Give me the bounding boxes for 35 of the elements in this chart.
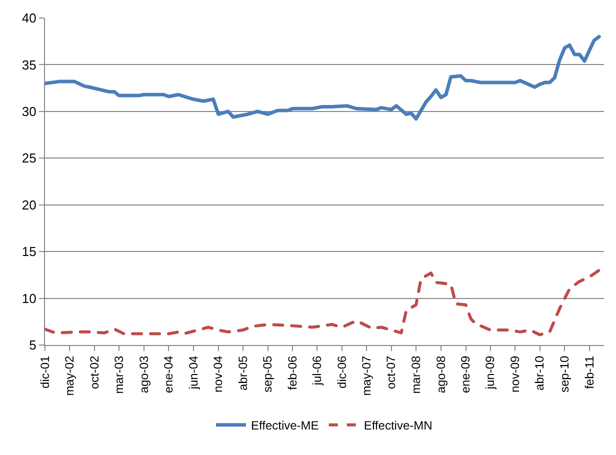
x-tick-label: oct-07 <box>384 355 398 390</box>
x-tick-label: sep-05 <box>260 355 275 393</box>
x-tick-label: sep-10 <box>558 355 572 393</box>
x-tick-label: nov-09 <box>508 355 522 393</box>
x-tick-label: nov-04 <box>211 355 226 393</box>
x-tick-label: mar-03 <box>112 355 126 394</box>
y-tick-label: 20 <box>22 197 36 212</box>
x-tick-label: abr-10 <box>532 355 547 390</box>
y-tick-label: 10 <box>22 290 36 306</box>
y-tick-label: 35 <box>22 57 36 72</box>
x-tick-label: may-07 <box>359 355 374 396</box>
y-tick-label: 25 <box>22 150 36 166</box>
x-tick-label: jul-06 <box>310 355 324 386</box>
x-tick-label: oct-02 <box>87 355 102 390</box>
legend-label: Effective-MN <box>364 418 432 433</box>
x-tick-label: ene-09 <box>458 355 473 394</box>
x-tick-label: dic-01 <box>38 355 52 388</box>
y-tick-label: 5 <box>29 338 36 353</box>
x-tick-label: mar-08 <box>408 355 423 394</box>
x-tick-label: feb-06 <box>286 355 300 390</box>
y-tick-label: 40 <box>22 10 36 26</box>
line-series <box>45 268 601 336</box>
x-tick-label: jun-09 <box>483 355 498 390</box>
legend-label: Effective-ME <box>251 418 319 433</box>
x-tick-label: abr-05 <box>236 355 250 390</box>
x-tick-label: feb-11 <box>582 355 596 389</box>
y-tick-label: 15 <box>22 244 36 260</box>
x-tick-label: dic-06 <box>334 355 349 388</box>
x-tick-label: ago-08 <box>434 355 448 394</box>
line-series <box>45 34 601 121</box>
x-tick-label: ago-03 <box>136 355 151 394</box>
y-tick-label: 30 <box>22 104 36 119</box>
x-tick-label: ene-04 <box>162 355 176 394</box>
x-tick-label: may-02 <box>62 355 76 396</box>
x-tick-label: jun-04 <box>186 355 200 390</box>
